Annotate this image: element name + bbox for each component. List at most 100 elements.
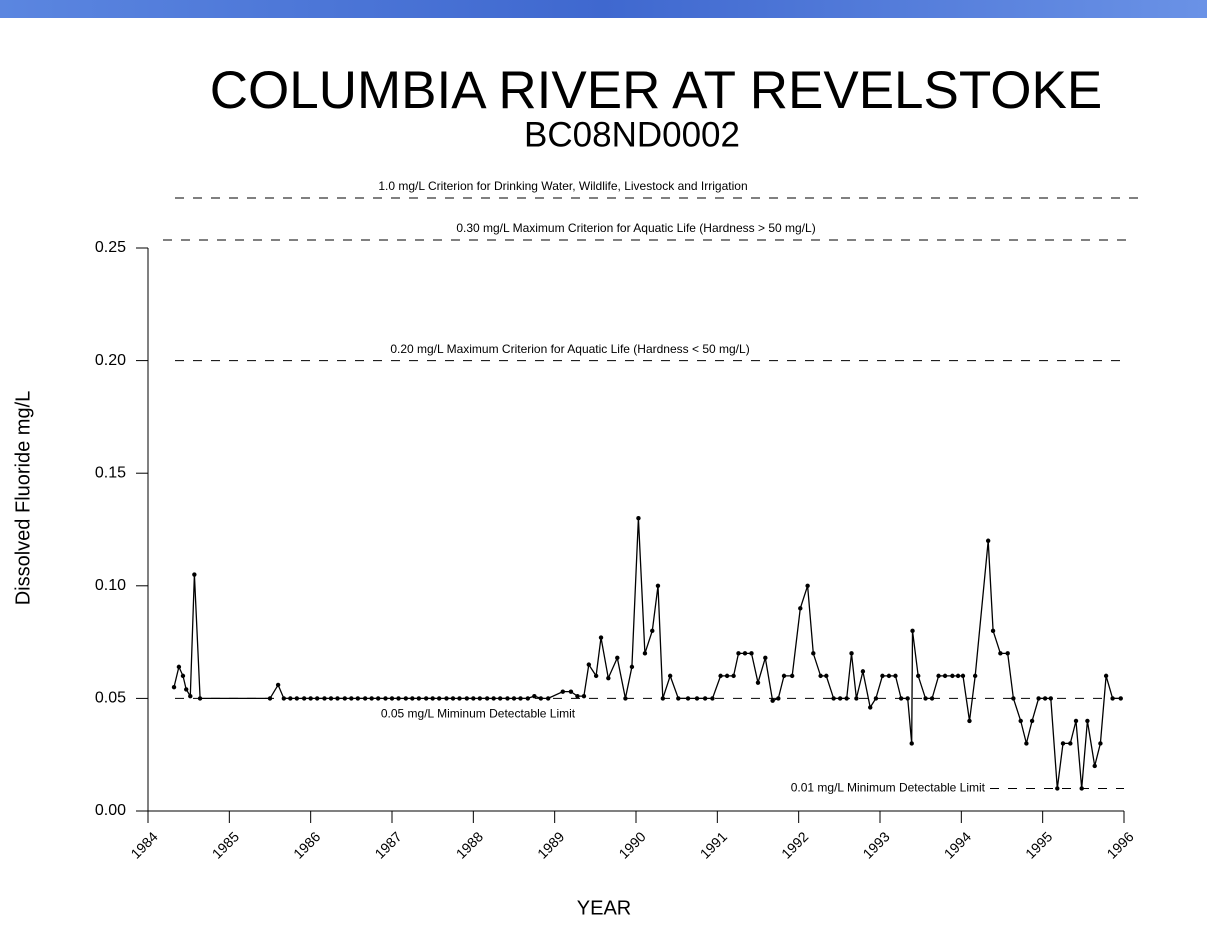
data-point <box>396 696 401 701</box>
data-point <box>430 696 435 701</box>
x-tick-label: 1984 <box>127 828 160 861</box>
data-point <box>606 675 611 681</box>
data-point <box>694 696 700 701</box>
data-point <box>505 696 510 701</box>
data-point <box>623 696 628 701</box>
data-point <box>629 664 635 670</box>
data-point <box>383 696 388 701</box>
data-point <box>568 689 574 694</box>
data-point <box>423 696 429 701</box>
data-point <box>1042 696 1048 701</box>
data-point <box>736 651 741 656</box>
data-line <box>173 518 1121 789</box>
data-point <box>1048 696 1054 701</box>
data-point <box>955 673 961 679</box>
data-point <box>1085 718 1090 724</box>
data-point <box>950 673 955 679</box>
data-point <box>575 693 580 699</box>
data-point <box>880 673 885 679</box>
x-tick-label: 1995 <box>1022 828 1055 861</box>
data-point <box>1079 786 1084 791</box>
data-point <box>781 673 787 679</box>
data-point <box>511 696 517 701</box>
data-point <box>275 682 281 688</box>
annotation: 0.30 mg/L Maximum Criterion for Aquatic … <box>456 221 815 235</box>
data-point <box>844 696 849 701</box>
data-point <box>960 673 966 679</box>
x-tick-label: 1990 <box>615 828 648 861</box>
data-point <box>410 696 415 701</box>
data-point <box>416 696 422 701</box>
data-point <box>1118 696 1123 701</box>
data-point <box>484 696 490 701</box>
data-point <box>731 673 736 679</box>
data-point <box>362 696 368 701</box>
x-tick-label: 1994 <box>941 828 974 861</box>
data-point <box>837 696 843 701</box>
data-point <box>898 696 904 701</box>
y-axis-title: Dissolved Fluoride mg/L <box>12 391 34 606</box>
data-point <box>642 651 648 656</box>
data-point <box>1068 741 1073 746</box>
data-point <box>667 673 673 679</box>
data-point <box>308 696 313 701</box>
data-point <box>824 673 829 679</box>
data-point <box>798 606 803 611</box>
data-point <box>180 673 186 679</box>
data-point <box>854 696 859 701</box>
x-tick-label: 1987 <box>371 828 404 861</box>
data-point <box>985 538 991 543</box>
data-point <box>525 696 531 701</box>
data-point <box>267 696 273 701</box>
y-tick-label: 0.05 <box>95 690 126 707</box>
data-point <box>650 628 655 634</box>
data-point <box>288 696 293 701</box>
data-point <box>197 696 203 701</box>
data-point <box>909 741 914 746</box>
data-point <box>702 696 708 701</box>
data-point <box>916 673 921 679</box>
data-point <box>518 696 523 701</box>
data-point <box>763 655 768 661</box>
data-point <box>676 696 681 701</box>
data-point <box>457 696 462 701</box>
y-tick-label: 0.15 <box>95 464 126 481</box>
data-point <box>349 696 354 701</box>
data-point <box>831 696 836 701</box>
data-point <box>805 583 810 588</box>
chart-title: COLUMBIA RIVER AT REVELSTOKE <box>210 61 1102 120</box>
data-point <box>403 696 409 701</box>
data-point <box>776 696 781 701</box>
data-point <box>742 651 748 656</box>
data-point <box>389 696 395 701</box>
data-point <box>369 696 374 701</box>
data-point <box>942 673 948 679</box>
data-point <box>450 696 456 701</box>
data-point <box>1018 718 1023 724</box>
data-point <box>1110 696 1115 701</box>
data-point <box>1011 696 1016 701</box>
y-tick-label: 0.20 <box>95 352 126 369</box>
data-point <box>328 696 334 701</box>
data-point <box>342 696 348 701</box>
data-point <box>538 696 544 701</box>
data-point <box>685 696 691 701</box>
data-point <box>188 693 193 699</box>
data-point <box>886 673 892 679</box>
x-tick-label: 1996 <box>1103 828 1136 861</box>
x-tick-label: 1986 <box>290 828 323 861</box>
data-point <box>660 696 666 701</box>
data-point <box>436 696 442 701</box>
data-point <box>868 705 873 710</box>
data-point <box>560 689 565 694</box>
data-point <box>335 696 340 701</box>
data-point <box>789 673 795 679</box>
data-point <box>184 687 189 692</box>
data-point <box>972 673 978 679</box>
x-tick-label: 1993 <box>859 828 892 861</box>
data-point <box>873 696 879 701</box>
annotation: 1.0 mg/L Criterion for Drinking Water, W… <box>378 179 747 193</box>
data-point <box>998 651 1003 656</box>
data-point <box>1055 786 1060 791</box>
data-point <box>294 696 300 701</box>
